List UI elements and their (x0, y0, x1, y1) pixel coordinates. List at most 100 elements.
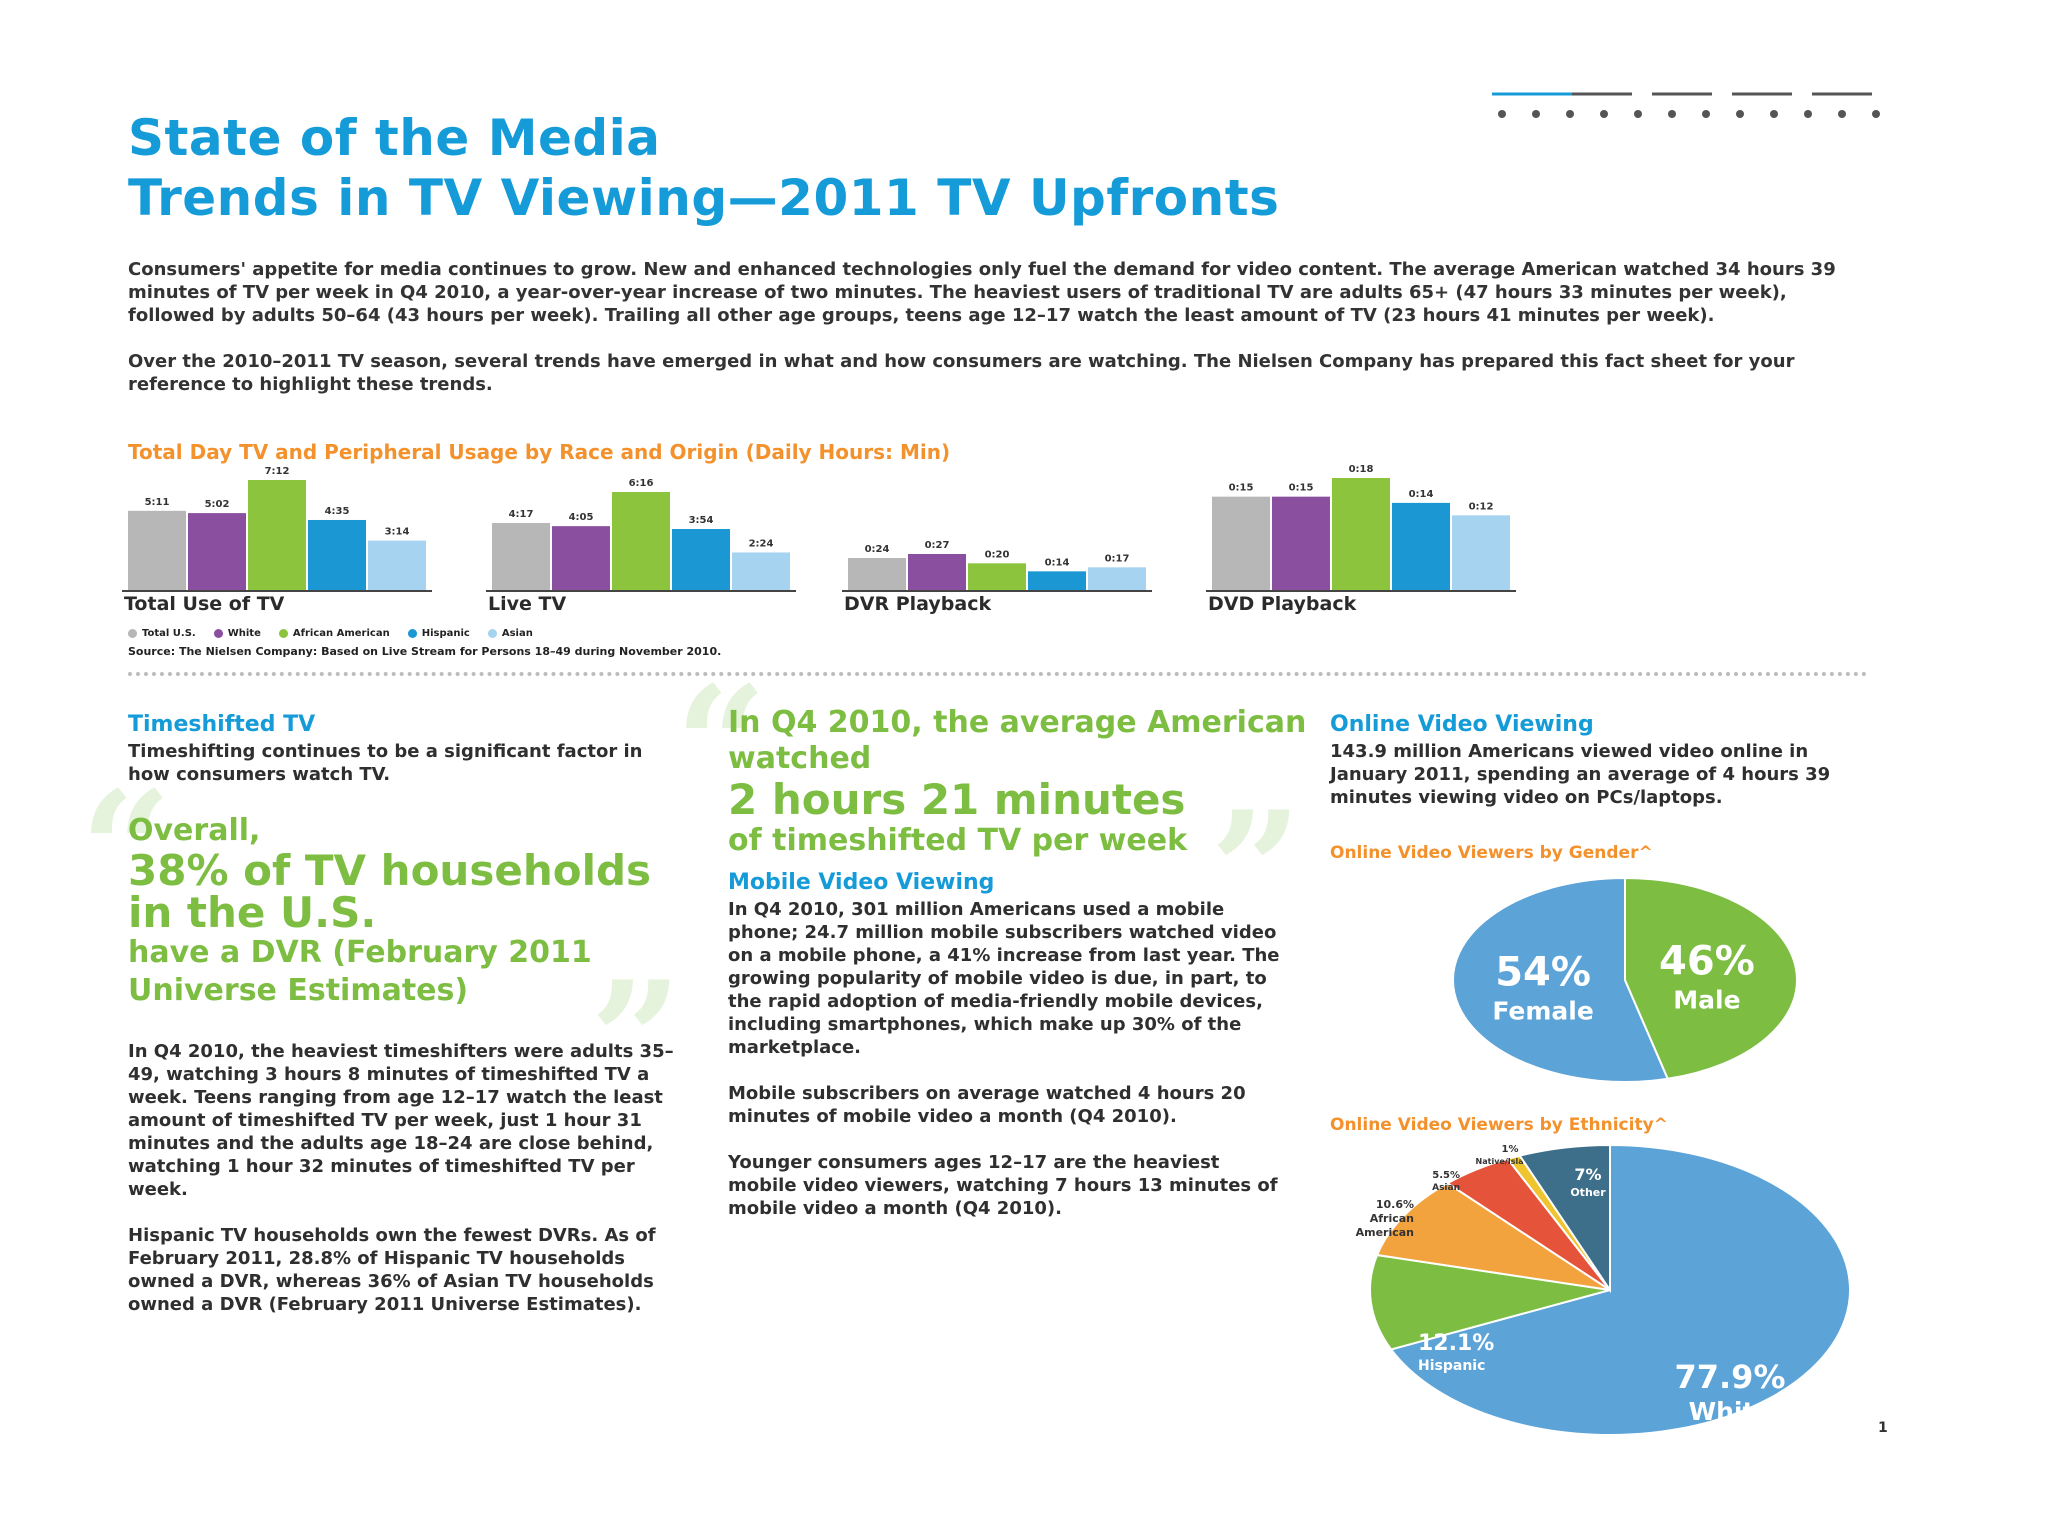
pie-value-label: 5.5% (1432, 1170, 1460, 1181)
open-quote-icon: “ (675, 651, 768, 839)
legend-dot-icon (128, 629, 137, 638)
bar-value-label: 2:24 (749, 538, 774, 549)
bar-value-label: 0:12 (1469, 501, 1494, 512)
pie-slice-african-american (1375, 1182, 1611, 1291)
bar-dvd-playback-white (1272, 496, 1330, 590)
legend-item-african-american: African American (278, 628, 390, 639)
legend-dot-icon (213, 629, 223, 638)
bar-value-label: 0:20 (985, 549, 1010, 560)
bar-live-tv-hispanic (672, 529, 730, 590)
bar-value-label: 4:05 (569, 512, 594, 523)
chart-source: Source: The Nielsen Company: Based on Li… (128, 645, 722, 658)
open-quote-icon: “ (80, 756, 173, 944)
timeshifted-paragraph-1: In Q4 2010, the heaviest timeshifters we… (128, 1041, 674, 1200)
dvr-quote-rest: have a DVR (February 2011 Universe Estim… (128, 935, 592, 1008)
bar-value-label: 0:15 (1229, 483, 1254, 494)
bar-group-live-tv: 4:17 4:05 6:16 3:54 2:24 Live TV (486, 478, 796, 615)
title-line-1: State of the Media (128, 109, 661, 167)
category-label-total-use-of-tv: Total Use of TV (124, 593, 285, 615)
bar-value-label: 3:54 (689, 515, 714, 526)
bar-dvr-playback-white (908, 554, 966, 590)
timeshifted-paragraph-2: Hispanic TV households own the fewest DV… (128, 1225, 656, 1315)
bar-total-use-of-tv-total-u-s (128, 510, 186, 590)
bar-value-label: 0:18 (1349, 464, 1374, 475)
bar-live-tv-total-u-s (492, 523, 550, 590)
intro-text: Consumers' appetite for media continues … (128, 258, 1868, 396)
section-divider (128, 672, 1868, 676)
bar-value-label: 4:35 (325, 506, 350, 517)
ethnicity-chart-title: Online Video Viewers by Ethnicity^ (1330, 1115, 1668, 1135)
bar-value-label: 6:16 (629, 478, 654, 489)
pie-slice-white (1389, 1143, 1851, 1436)
bar-value-label: 0:17 (1105, 553, 1130, 564)
bar-dvd-playback-asian (1452, 515, 1510, 590)
bar-dvd-playback-total-u-s (1212, 496, 1270, 590)
legend-item-white: White (213, 628, 261, 639)
pie-category-label: Male (1673, 986, 1740, 1015)
mobile-paragraph-1: In Q4 2010, 301 million Americans used a… (728, 899, 1280, 1058)
gender-pie-chart: 54%Female 46%Male (1451, 876, 1798, 1083)
header-decoration (1492, 92, 1892, 118)
pie-value-label: 12.1% (1418, 1331, 1494, 1356)
bar-total-use-of-tv-hispanic (308, 519, 366, 590)
bar-value-label: 0:15 (1289, 483, 1314, 494)
pie-slice-other (1518, 1143, 1611, 1294)
pie-value-label: 54% (1495, 949, 1591, 995)
pie-category-label: American (1356, 1226, 1414, 1239)
legend-label: Total U.S. (142, 628, 196, 639)
pie-value-label: 77.9% (1674, 1358, 1785, 1396)
bar-live-tv-african-american (612, 492, 670, 590)
bar-dvd-playback-african-american (1332, 478, 1390, 590)
legend-label: Asian (501, 628, 533, 639)
pie-category-label: African (1370, 1212, 1414, 1225)
online-body: 143.9 million Americans viewed video onl… (1330, 741, 1831, 808)
ethnicity-pie-chart: 77.9%White 12.1% Hispanic 10.6%AfricanAmeri… (1356, 1143, 1851, 1436)
pie-category-label: White (1689, 1397, 1772, 1426)
bar-value-label: 3:14 (385, 527, 410, 538)
bar-live-tv-asian (732, 552, 790, 590)
legend-dot-icon (407, 629, 417, 638)
legend-label: African American (292, 628, 390, 639)
pie-category-label: Hispanic (1418, 1358, 1485, 1374)
mobile-heading: Mobile Video Viewing (728, 870, 995, 895)
bar-dvr-playback-asian (1088, 567, 1146, 590)
pie-slice-male (1624, 876, 1798, 1080)
bar-total-use-of-tv-african-american (248, 480, 306, 590)
bar-group-dvr-playback: 0:24 0:27 0:20 0:14 0:17 DVR Playback (842, 540, 1152, 615)
bar-value-label: 0:14 (1409, 489, 1434, 500)
intro-paragraph-2: Over the 2010–2011 TV season, several tr… (128, 351, 1795, 395)
bar-value-label: 7:12 (265, 466, 290, 477)
bar-dvr-playback-hispanic (1028, 571, 1086, 590)
pie-slice-female (1451, 876, 1670, 1083)
dvr-quote: Overall, 38% of TV households in the U.S… (128, 812, 708, 1010)
bar-total-use-of-tv-asian (368, 540, 426, 590)
page-number: 1 (1878, 1420, 1888, 1436)
bar-value-label: 5:11 (145, 497, 170, 508)
bar-value-label: 5:02 (205, 499, 230, 510)
timeshifted-body: In Q4 2010, the heaviest timeshifters we… (128, 1040, 688, 1316)
pie-category-label: Native/Islander (1476, 1157, 1545, 1166)
pie-value-label: 7% (1574, 1165, 1601, 1184)
category-label-live-tv: Live TV (488, 593, 566, 615)
dvr-quote-highlight: 38% of TV households in the U.S. (128, 846, 652, 937)
pie-category-label: Other (1570, 1186, 1606, 1199)
pie-value-label: 46% (1659, 939, 1755, 985)
bar-total-use-of-tv-white (188, 513, 246, 590)
mobile-body: In Q4 2010, 301 million Americans used a… (728, 898, 1288, 1220)
bar-live-tv-white (552, 526, 610, 590)
bar-value-label: 0:14 (1045, 557, 1070, 568)
legend-item-asian: Asian (487, 628, 533, 639)
legend-dot-icon (278, 629, 288, 638)
mobile-paragraph-2: Mobile subscribers on average watched 4 … (728, 1083, 1246, 1127)
close-quote-icon: ” (590, 946, 683, 1134)
bar-group-dvd-playback: 0:15 0:15 0:18 0:14 0:12 DVD Playback (1206, 464, 1516, 615)
timeshifted-lead: Timeshifting continues to be a significa… (128, 741, 643, 785)
legend-label: White (227, 628, 261, 639)
gender-chart-title: Online Video Viewers by Gender^ (1330, 843, 1653, 863)
close-quote-icon: ” (1210, 776, 1303, 964)
pie-value-label: 10.6% (1376, 1198, 1414, 1211)
timeshift-quote-highlight: 2 hours 21 minutes (728, 775, 1186, 824)
bar-dvr-playback-total-u-s (848, 558, 906, 590)
pie-category-label: Asian (1432, 1183, 1460, 1193)
page-title: State of the Media Trends in TV Viewing—… (128, 108, 1279, 228)
